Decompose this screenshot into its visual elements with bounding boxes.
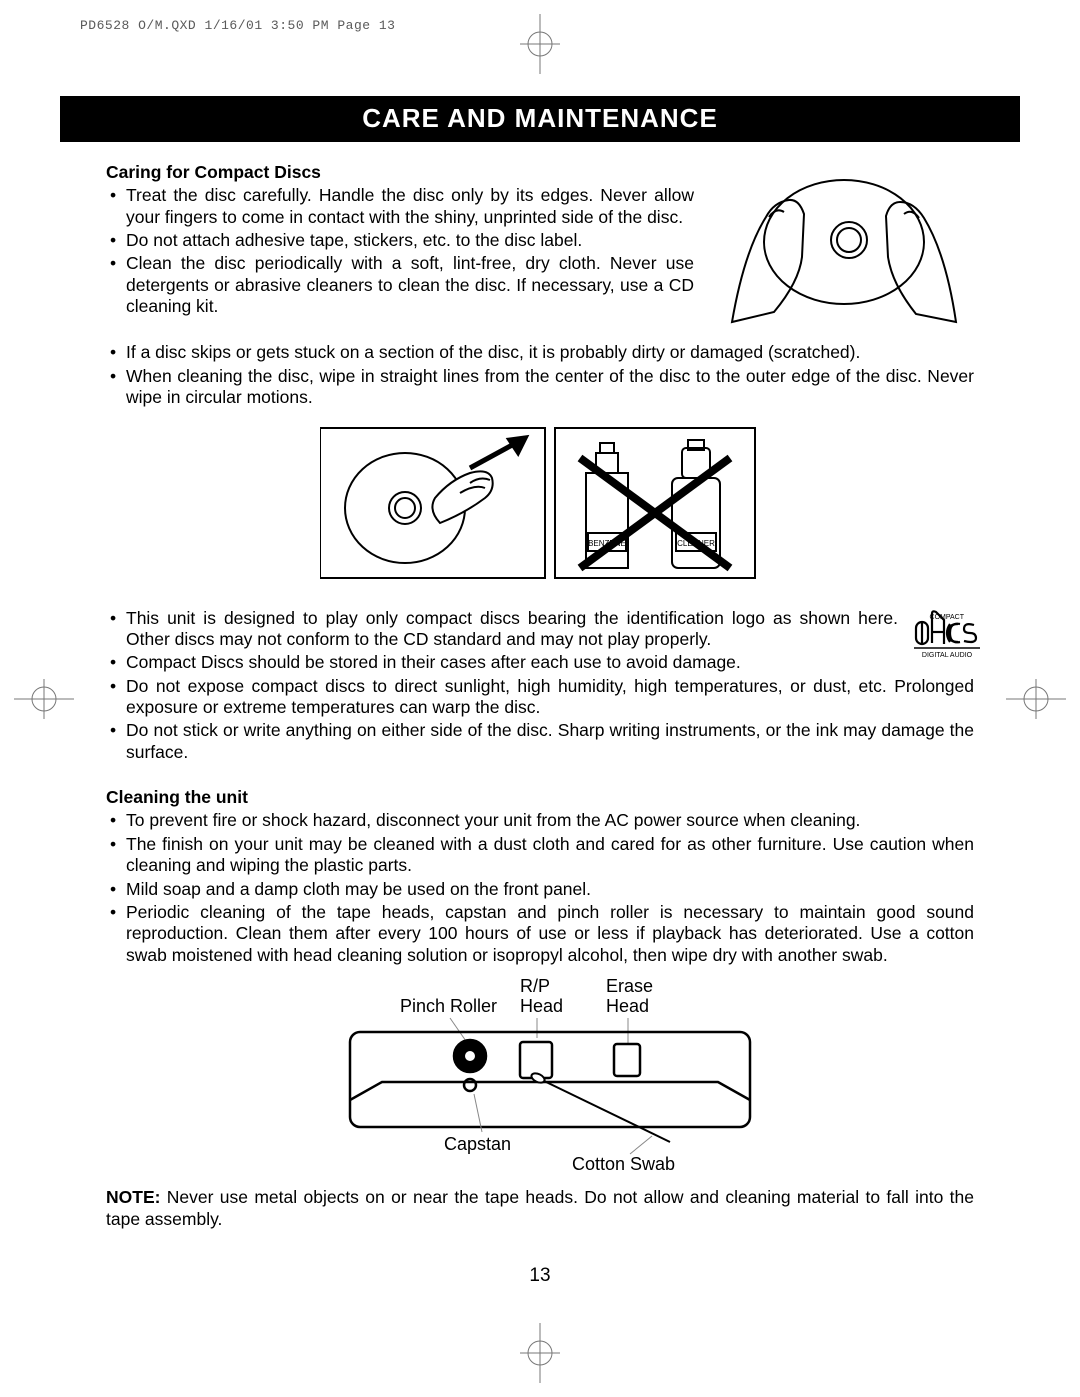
page: PD6528 O/M.QXD 1/16/01 3:50 PM Page 13 C… xyxy=(0,0,1080,1397)
print-header: PD6528 O/M.QXD 1/16/01 3:50 PM Page 13 xyxy=(80,18,395,33)
label-rp-head: R/P xyxy=(520,976,550,996)
crop-mark-top xyxy=(500,14,580,74)
list-item: Do not stick or write anything on either… xyxy=(106,720,974,763)
list-item: The finish on your unit may be cleaned w… xyxy=(106,834,974,877)
section-heading-1: Caring for Compact Discs xyxy=(106,162,694,183)
list-item: Treat the disc carefully. Handle the dis… xyxy=(106,185,694,228)
list-item: Clean the disc periodically with a soft,… xyxy=(106,253,694,317)
figure-hold-disc xyxy=(714,162,974,342)
bullet-list-side: Treat the disc carefully. Handle the dis… xyxy=(106,185,694,317)
list-item: This unit is designed to play only compa… xyxy=(106,608,974,651)
section-caring-discs: Caring for Compact Discs Treat the disc … xyxy=(106,162,974,342)
note: NOTE: Never use metal objects on or near… xyxy=(106,1187,974,1230)
svg-text:DIGITAL AUDIO: DIGITAL AUDIO xyxy=(922,652,973,659)
compact-disc-logo: COMPACT xyxy=(914,610,980,665)
bullet-list-after-fig: This unit is designed to play only compa… xyxy=(106,608,974,763)
svg-text:Head: Head xyxy=(606,996,649,1016)
list-item: Mild soap and a damp cloth may be used o… xyxy=(106,879,974,900)
list-item: To prevent fire or shock hazard, disconn… xyxy=(106,810,974,831)
list-item: Do not expose compact discs to direct su… xyxy=(106,676,974,719)
list-item: When cleaning the disc, wipe in straight… xyxy=(106,366,974,409)
section-cleaning-unit: Cleaning the unit To prevent fire or sho… xyxy=(106,787,974,966)
bullet-list-2: To prevent fire or shock hazard, disconn… xyxy=(106,810,974,965)
content-frame: CARE AND MAINTENANCE Caring for Compact … xyxy=(60,96,1020,1301)
label-pinch-roller: Pinch Roller xyxy=(400,996,497,1016)
crop-mark-bottom xyxy=(500,1323,580,1383)
figure-wipe-disc: BENZENE CLEANER xyxy=(106,418,974,593)
list-item: If a disc skips or gets stuck on a secti… xyxy=(106,342,974,363)
bullet-list-full-1: If a disc skips or gets stuck on a secti… xyxy=(106,342,974,408)
note-text: Never use metal objects on or near the t… xyxy=(106,1187,974,1228)
note-label: NOTE: xyxy=(106,1187,160,1207)
page-number: 13 xyxy=(60,1265,1020,1287)
figure-tape-heads: Pinch Roller R/P Head Erase Head xyxy=(106,972,974,1177)
list-item: Periodic cleaning of the tape heads, cap… xyxy=(106,902,974,966)
list-item: Compact Discs should be stored in their … xyxy=(106,652,974,673)
label-erase-head: Erase xyxy=(606,976,653,996)
page-title: CARE AND MAINTENANCE xyxy=(60,96,1020,142)
label-capstan: Capstan xyxy=(444,1134,511,1154)
section-heading-2: Cleaning the unit xyxy=(106,787,974,808)
label-cotton-swab: Cotton Swab xyxy=(572,1154,675,1172)
svg-text:Head: Head xyxy=(520,996,563,1016)
svg-text:COMPACT: COMPACT xyxy=(930,614,965,621)
list-item: Do not attach adhesive tape, stickers, e… xyxy=(106,230,694,251)
body: Caring for Compact Discs Treat the disc … xyxy=(60,142,1020,1230)
